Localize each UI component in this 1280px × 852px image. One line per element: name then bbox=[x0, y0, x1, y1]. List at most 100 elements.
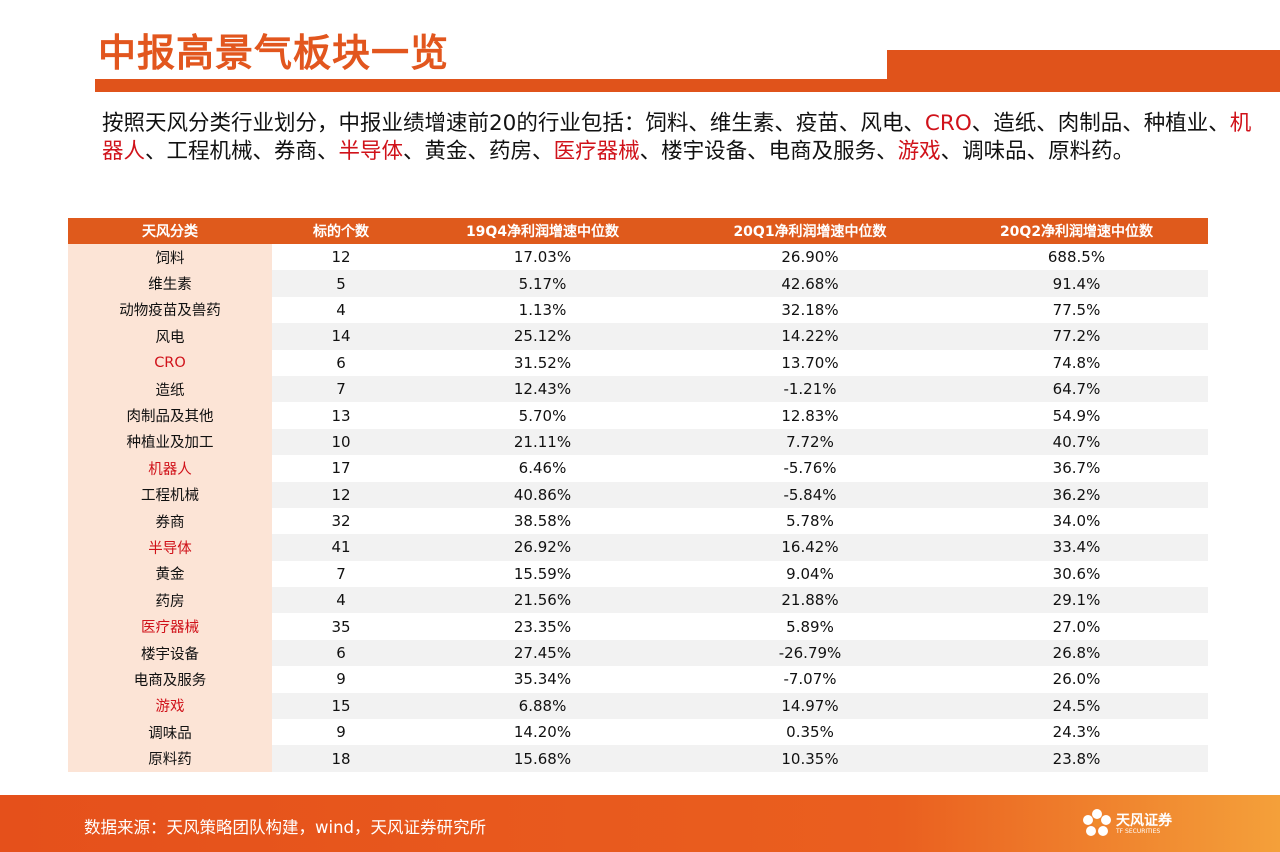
source-note: 数据来源：天风策略团队构建，wind，天风证券研究所 bbox=[84, 818, 487, 837]
cell: 5.17% bbox=[410, 270, 675, 297]
highlight-text: 半导体 bbox=[338, 139, 404, 164]
row-name: 造纸 bbox=[68, 375, 272, 403]
cell: 26.92% bbox=[410, 534, 675, 561]
row-name: 机器人 bbox=[68, 455, 272, 482]
cell: 27.0% bbox=[1052, 617, 1101, 636]
cell: 25.12% bbox=[410, 323, 675, 350]
cell: 35.34% bbox=[513, 670, 572, 689]
cell: 9 bbox=[336, 723, 346, 742]
cell: 33.4% bbox=[945, 534, 1208, 561]
text: 、造纸、肉制品、种植业、 bbox=[971, 111, 1230, 136]
text: 按照天风分类行业划分，中报业绩增速前20的行业包括：饲料、维生素、疫苗、风电、 bbox=[102, 111, 925, 136]
table-row: 半导体 41 26.92% 16.42% 33.4% bbox=[68, 534, 1208, 561]
table-row: 风电 14 25.12% 14.22% 77.2% bbox=[68, 323, 1208, 350]
row-name: 黄金 bbox=[68, 560, 272, 588]
table-row: 造纸 7 12.43% -1.21% 64.7% bbox=[68, 375, 1208, 403]
cell: 17 bbox=[331, 459, 351, 478]
cell: 77.2% bbox=[945, 323, 1208, 350]
cell: 17.03% bbox=[513, 248, 572, 267]
cell: 7.72% bbox=[675, 428, 945, 456]
cell: 38.58% bbox=[513, 512, 572, 531]
cell: 7 bbox=[272, 375, 410, 403]
cell: 91.4% bbox=[945, 270, 1208, 297]
cell: 40.7% bbox=[945, 428, 1208, 456]
cell: 34.0% bbox=[1052, 512, 1101, 531]
cell: 13.70% bbox=[781, 353, 839, 372]
cell: 6.46% bbox=[518, 459, 567, 478]
column-header: 19Q4净利润增速中位数 bbox=[410, 218, 675, 244]
table-row: 医疗器械 35 23.35% 5.89% 27.0% bbox=[68, 613, 1208, 640]
cell: 12.83% bbox=[781, 406, 839, 425]
text: 、调味品、原料药。 bbox=[940, 139, 1135, 164]
cell: 16.42% bbox=[675, 534, 945, 561]
cell: -5.76% bbox=[783, 459, 837, 478]
cell: 12 bbox=[272, 481, 410, 508]
row-name: 调味品 bbox=[68, 719, 272, 746]
table-row: 楼宇设备 6 27.45% -26.79% 26.8% bbox=[68, 639, 1208, 667]
cell: -7.07% bbox=[783, 670, 837, 689]
cell: 5 bbox=[272, 270, 410, 297]
row-name: 肉制品及其他 bbox=[68, 402, 272, 429]
cell: 14.97% bbox=[675, 692, 945, 720]
table-row: 游戏 15 6.88% 14.97% 24.5% bbox=[68, 692, 1208, 720]
cell: -5.84% bbox=[675, 481, 945, 508]
cell: 35 bbox=[331, 617, 351, 636]
table-body: 饲料 12 17.03% 26.90% 688.5% 维生素 5 5.17% 42.68% 91.… bbox=[68, 244, 1208, 772]
row-name: 饲料 bbox=[68, 244, 272, 271]
cell: 23.35% bbox=[513, 617, 572, 636]
table-row: 肉制品及其他 13 5.70% 12.83% 54.9% bbox=[68, 402, 1208, 429]
cell: 9 bbox=[336, 670, 346, 689]
cell: 40.86% bbox=[410, 481, 675, 508]
row-name: 游戏 bbox=[68, 692, 272, 720]
cell: 15 bbox=[272, 692, 410, 720]
row-name: 维生素 bbox=[68, 270, 272, 297]
cell: 7 bbox=[336, 564, 346, 583]
data-table: 天风分类 标的个数 19Q4净利润增速中位数 20Q1净利润增速中位数 20Q2净利润增… bbox=[68, 218, 1208, 772]
cell: 24.5% bbox=[945, 692, 1208, 720]
cell: 30.6% bbox=[1052, 564, 1101, 583]
table-row: 工程机械 12 40.86% -5.84% 36.2% bbox=[68, 481, 1208, 508]
cell: 36.2% bbox=[945, 481, 1208, 508]
cell: 77.5% bbox=[1052, 300, 1101, 319]
cell: 42.68% bbox=[675, 270, 945, 297]
header-row: 天风分类 标的个数 19Q4净利润增速中位数 20Q1净利润增速中位数 20Q2净利润增… bbox=[68, 218, 1208, 244]
cell: 6.88% bbox=[410, 692, 675, 720]
cell: 4 bbox=[336, 300, 346, 319]
cell: 26.8% bbox=[945, 639, 1208, 667]
cell: 5.70% bbox=[518, 406, 567, 425]
cell: 1.13% bbox=[518, 300, 567, 319]
row-name: 风电 bbox=[68, 323, 272, 350]
cell: 18 bbox=[272, 745, 410, 772]
table-row: 调味品 9 14.20% 0.35% 24.3% bbox=[68, 719, 1208, 746]
cell: 41 bbox=[272, 534, 410, 561]
cell: 15.59% bbox=[513, 564, 572, 583]
row-name: 电商及服务 bbox=[68, 666, 272, 693]
cell: 5.78% bbox=[786, 512, 834, 531]
cell: 31.52% bbox=[513, 353, 572, 372]
table-row: 维生素 5 5.17% 42.68% 91.4% bbox=[68, 270, 1208, 297]
title-rule-accent bbox=[887, 50, 1280, 92]
cell: -1.21% bbox=[675, 375, 945, 403]
cell: 14.22% bbox=[675, 323, 945, 350]
row-name: 医疗器械 bbox=[68, 613, 272, 640]
text: 、工程机械、券商、 bbox=[145, 139, 339, 164]
table-row: 药房 4 21.56% 21.88% 29.1% bbox=[68, 587, 1208, 614]
cell: 21.11% bbox=[410, 428, 675, 456]
column-header: 20Q2净利润增速中位数 bbox=[945, 218, 1208, 244]
cell: 14 bbox=[272, 323, 410, 350]
table-row: 券商 32 38.58% 5.78% 34.0% bbox=[68, 507, 1208, 535]
cell: 6 bbox=[336, 353, 346, 372]
table-row: CRO 6 31.52% 13.70% 74.8% bbox=[68, 349, 1208, 376]
table-row: 饲料 12 17.03% 26.90% 688.5% bbox=[68, 244, 1208, 271]
cell: 21.56% bbox=[410, 587, 675, 614]
highlight-text: 游戏 bbox=[897, 139, 941, 164]
cell: 15.68% bbox=[410, 745, 675, 772]
logo-icon bbox=[1083, 809, 1111, 836]
cell: 688.5% bbox=[1047, 248, 1106, 267]
row-name: 药房 bbox=[68, 587, 272, 614]
table-row: 黄金 7 15.59% 9.04% 30.6% bbox=[68, 560, 1208, 588]
row-name: 半导体 bbox=[68, 534, 272, 561]
intro: 按照天风分类行业划分，中报业绩增速前20的行业包括：饲料、维生素、疫苗、风电、C… bbox=[102, 110, 1252, 166]
cell: 10 bbox=[272, 428, 410, 456]
